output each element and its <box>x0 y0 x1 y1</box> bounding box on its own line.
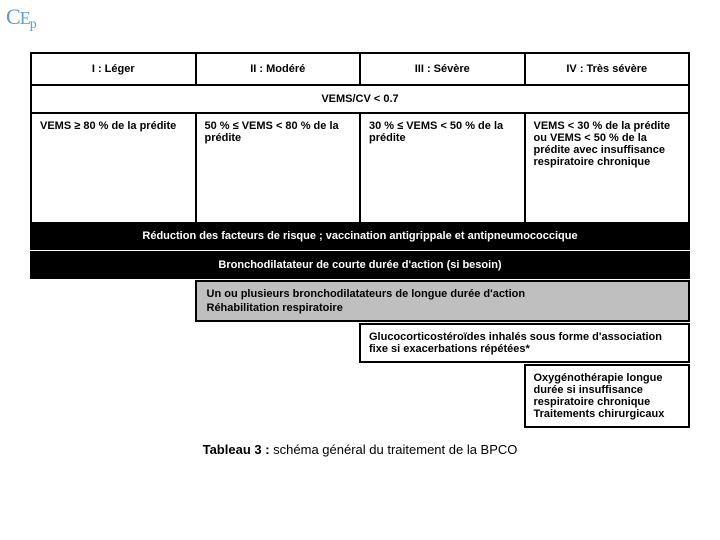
criteria-stage-4: VEMS < 30 % de la prédite ou VEMS < 50 %… <box>525 113 690 223</box>
grey-row: Un ou plusieurs bronchodilatateurs de lo… <box>31 281 689 321</box>
corticosteroids-box: Glucocorticostéroïdes inhalés sous forme… <box>360 324 689 362</box>
step3-row: Glucocorticostéroïdes inhalés sous forme… <box>31 324 689 362</box>
grey-line-1: Un ou plusieurs bronchodilatateurs de lo… <box>207 288 526 300</box>
table-caption: Tableau 3 : schéma général du traitement… <box>30 442 690 457</box>
risk-reduction-band: Réduction des facteurs de risque ; vacci… <box>31 223 689 249</box>
grey-empty <box>31 281 196 321</box>
stage-table: I : Léger II : Modéré III : Sévère IV : … <box>30 52 690 428</box>
criteria-stage-3: 30 % ≤ VEMS < 50 % de la prédite <box>360 113 525 223</box>
vems-cv-cell: VEMS/CV < 0.7 <box>31 85 689 113</box>
criteria-row: VEMS ≥ 80 % de la prédite 50 % ≤ VEMS < … <box>31 113 689 223</box>
long-bronchodilator-band: Un ou plusieurs bronchodilatateurs de lo… <box>196 281 690 321</box>
oxygen-therapy-box: Oxygénothérapie longue durée si insuffis… <box>525 365 690 427</box>
criteria-stage-1: VEMS ≥ 80 % de la prédite <box>31 113 196 223</box>
band-row-1: Réduction des facteurs de risque ; vacci… <box>31 223 689 249</box>
step4-row: Oxygénothérapie longue durée si insuffis… <box>31 365 689 427</box>
short-bronchodilator-band: Bronchodilatateur de courte durée d'acti… <box>31 252 689 278</box>
header-stage-1: I : Léger <box>31 53 196 85</box>
logo: CEp <box>6 4 36 30</box>
vems-cv-row: VEMS/CV < 0.7 <box>31 85 689 113</box>
caption-label: Tableau 3 : <box>203 442 270 457</box>
logo-text: CEp <box>6 4 36 29</box>
caption-text: schéma général du traitement de la BPCO <box>270 442 518 457</box>
grey-line-2: Réhabilitation respiratoire <box>207 302 679 314</box>
header-stage-2: II : Modéré <box>196 53 361 85</box>
header-stage-4: IV : Très sévère <box>525 53 690 85</box>
treatment-table: I : Léger II : Modéré III : Sévère IV : … <box>30 52 690 428</box>
criteria-stage-2: 50 % ≤ VEMS < 80 % de la prédite <box>196 113 361 223</box>
band-row-2: Bronchodilatateur de courte durée d'acti… <box>31 252 689 278</box>
header-stage-3: III : Sévère <box>360 53 525 85</box>
header-row: I : Léger II : Modéré III : Sévère IV : … <box>31 53 689 85</box>
